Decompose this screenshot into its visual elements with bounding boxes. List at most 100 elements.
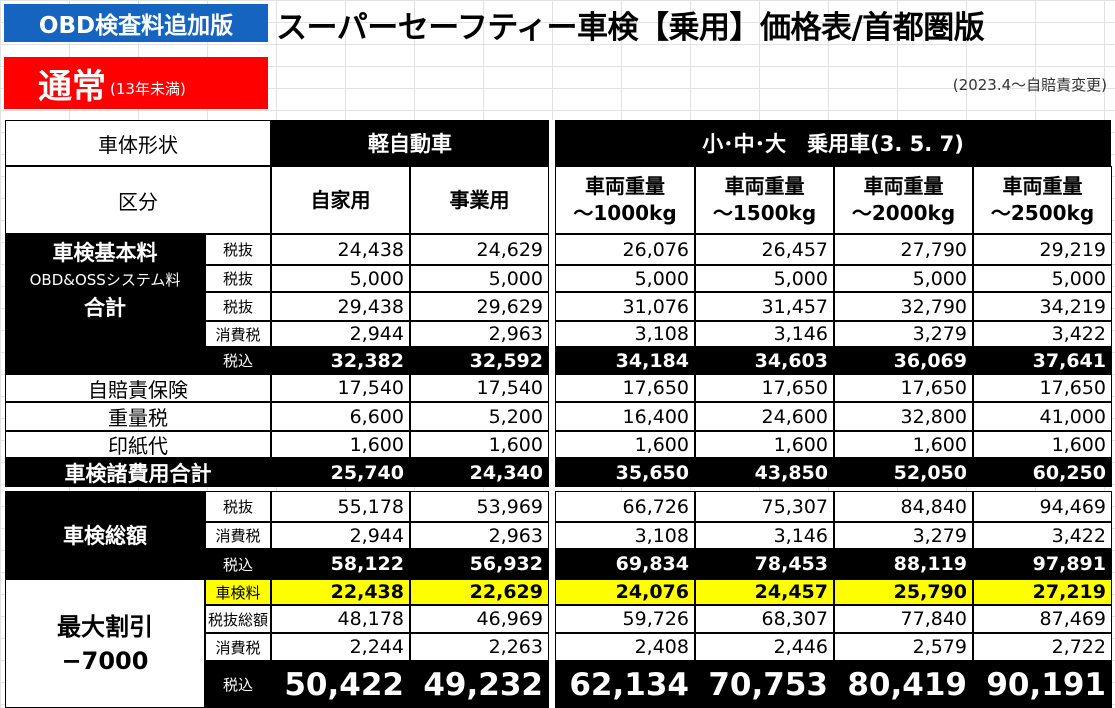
- price-cell: 1,600: [973, 431, 1112, 458]
- row-sub-label: 税抜総額: [205, 605, 271, 633]
- price-cell: 46,969: [410, 605, 549, 633]
- column-header: 自家用: [271, 166, 410, 234]
- column-header-line: ～1500kg: [712, 201, 817, 225]
- group-label-gokei: 合計: [84, 296, 126, 320]
- price-cell: 22,629: [410, 579, 549, 605]
- price-cell: 90,191: [973, 661, 1112, 708]
- column-header-line: 車両重量: [724, 174, 805, 198]
- price-cell: 1,600: [695, 431, 834, 458]
- price-cell: 5,000: [271, 265, 410, 292]
- column-header-line: ～2000kg: [851, 201, 956, 225]
- group-label-obd: OBD&OSSシステム料: [29, 270, 181, 289]
- price-cell: 26,076: [555, 234, 695, 265]
- price-cell: 75,307: [695, 491, 834, 522]
- price-cell: 1,600: [271, 431, 410, 458]
- price-cell: 50,422: [271, 661, 410, 708]
- price-cell: 24,600: [695, 402, 834, 431]
- row-sub-label: 消費税: [205, 522, 271, 549]
- sho-header: 小･中･大 乗用車(3. 5. 7): [555, 120, 1111, 166]
- row-label: 印紙代: [5, 431, 271, 458]
- price-cell: 3,146: [695, 522, 834, 549]
- price-cell: 2,963: [410, 321, 549, 347]
- price-cell: 78,453: [695, 549, 834, 579]
- column-header-line: ～1000kg: [573, 201, 677, 225]
- price-cell: 32,800: [834, 402, 973, 431]
- price-cell: 69,834: [555, 549, 695, 579]
- price-cell: 3,108: [555, 321, 695, 347]
- price-cell: 17,650: [973, 374, 1112, 402]
- price-cell: 5,000: [410, 265, 549, 292]
- price-cell: 5,000: [555, 265, 695, 292]
- column-separator: [549, 120, 555, 708]
- body-type-label: 車体形状: [5, 120, 271, 166]
- price-cell: 1,600: [834, 431, 973, 458]
- price-cell: 70,753: [695, 661, 834, 708]
- price-cell: 59,726: [555, 605, 695, 633]
- price-cell: 1,600: [555, 431, 695, 458]
- price-cell: 17,650: [555, 374, 695, 402]
- price-cell: 16,400: [555, 402, 695, 431]
- price-cell: 29,629: [410, 292, 549, 321]
- price-cell: 3,108: [555, 522, 695, 549]
- max-discount-label: 最大割引 −7000: [5, 579, 205, 708]
- fees-total-label: 車検諸費用合計: [5, 458, 271, 487]
- price-cell: 24,457: [695, 579, 834, 605]
- price-cell: 87,469: [973, 605, 1112, 633]
- column-header-line: ～2500kg: [990, 201, 1095, 225]
- revision-note: (2023.4～自賠責変更): [952, 76, 1107, 94]
- price-cell: 34,219: [973, 292, 1112, 321]
- price-cell: 56,932: [410, 549, 549, 579]
- price-cell: 36,069: [834, 347, 973, 374]
- page-title: スーパーセーフティー車検【乗用】価格表/首都圏版: [276, 9, 985, 46]
- row-sub-label: 税抜: [205, 265, 271, 292]
- price-cell: 41,000: [973, 402, 1112, 431]
- price-cell: 80,419: [834, 661, 973, 708]
- price-cell: 88,119: [834, 549, 973, 579]
- price-cell: 77,840: [834, 605, 973, 633]
- column-header-line: 車両重量: [1002, 174, 1083, 198]
- row-sub-label: 税込: [205, 549, 271, 579]
- price-cell: 29,219: [973, 234, 1112, 265]
- price-cell: 34,184: [555, 347, 695, 374]
- kei-header: 軽自動車: [271, 120, 549, 166]
- price-cell: 17,650: [695, 374, 834, 402]
- price-cell: 25,740: [271, 458, 410, 487]
- price-cell: 3,146: [695, 321, 834, 347]
- price-cell: 2,963: [410, 522, 549, 549]
- price-cell: 66,726: [555, 491, 695, 522]
- row-sub-label: 税抜: [205, 234, 271, 265]
- price-cell: 31,076: [555, 292, 695, 321]
- obd-edition-badge: OBD検査料追加版: [4, 4, 268, 42]
- price-cell: 55,178: [271, 491, 410, 522]
- price-cell: 25,790: [834, 579, 973, 605]
- price-cell: 27,219: [973, 579, 1112, 605]
- price-cell: 62,134: [555, 661, 695, 708]
- price-cell: 3,279: [834, 522, 973, 549]
- price-cell: 17,540: [271, 374, 410, 402]
- price-cell: 35,650: [555, 458, 695, 487]
- normal-category-box: 通常 (13年未満): [4, 57, 268, 109]
- price-cell: 29,438: [271, 292, 410, 321]
- row-sub-label: 税込: [205, 661, 271, 708]
- row-sub-label: 税抜: [205, 491, 271, 522]
- price-cell: 17,540: [410, 374, 549, 402]
- column-header: 車両重量 ～1000kg: [555, 166, 695, 234]
- price-cell: 2,579: [834, 633, 973, 661]
- total-amount-label: 車検総額: [5, 491, 205, 579]
- discount-label-line: 最大割引: [57, 612, 153, 641]
- price-cell: 3,422: [973, 522, 1112, 549]
- row-label: 自賠責保険: [5, 374, 271, 402]
- price-cell: 37,641: [973, 347, 1112, 374]
- price-cell: 5,000: [973, 265, 1112, 292]
- price-cell: 2,944: [271, 321, 410, 347]
- price-cell: 68,307: [695, 605, 834, 633]
- price-cell: 3,422: [973, 321, 1112, 347]
- column-header-line: 自家用: [310, 187, 371, 212]
- price-cell: 5,200: [410, 402, 549, 431]
- column-header-line: 車両重量: [585, 174, 665, 198]
- price-cell: 31,457: [695, 292, 834, 321]
- price-cell: 34,603: [695, 347, 834, 374]
- price-cell: 58,122: [271, 549, 410, 579]
- price-cell: 5,000: [834, 265, 973, 292]
- column-header: 車両重量 ～1500kg: [695, 166, 834, 234]
